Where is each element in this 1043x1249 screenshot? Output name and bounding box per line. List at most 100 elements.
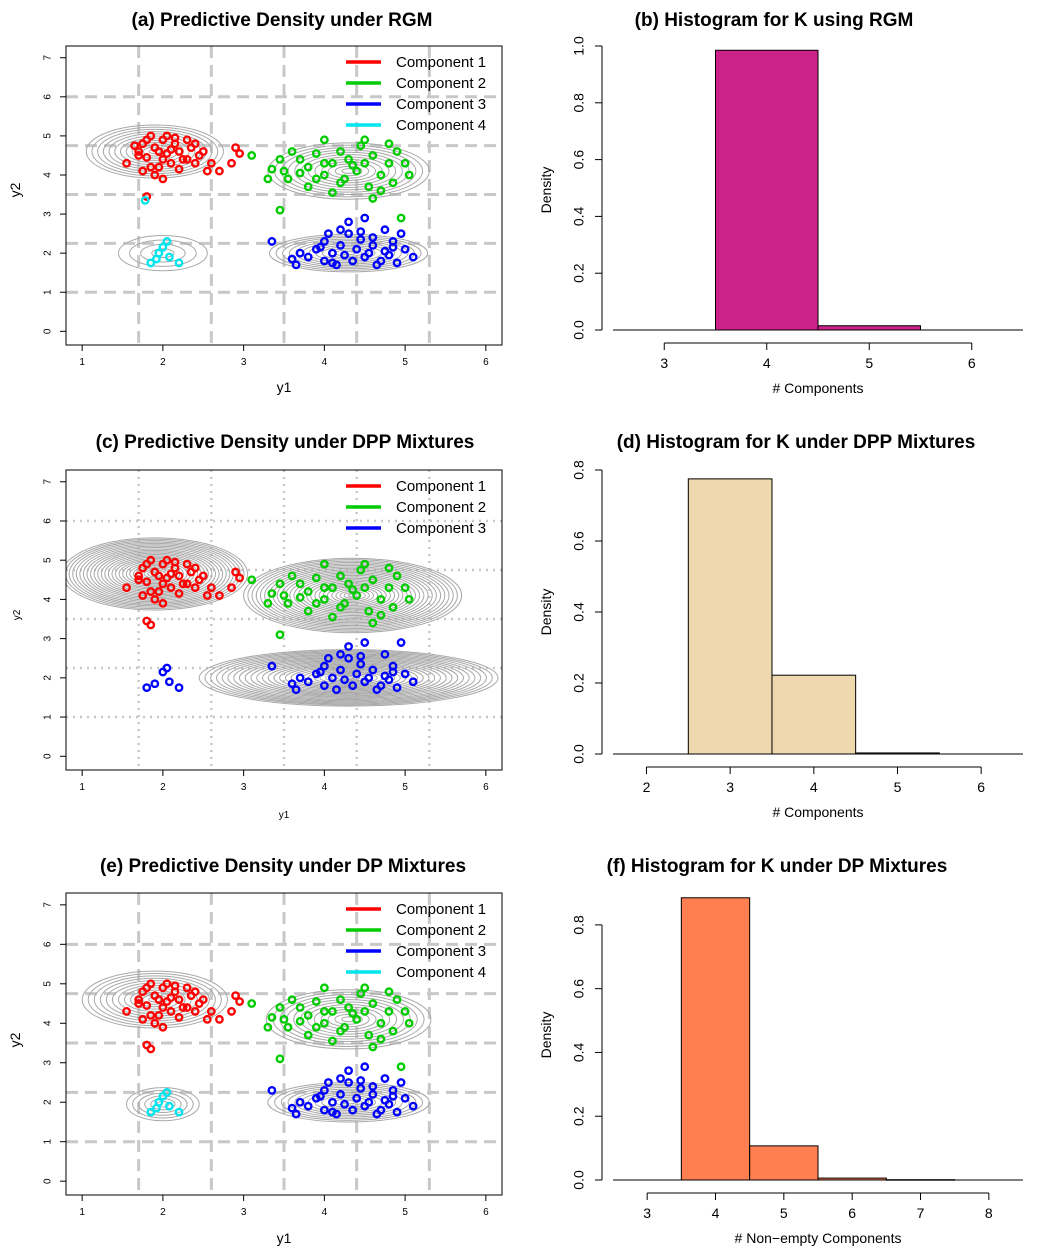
- data-point-component-3: [340, 1099, 349, 1109]
- data-point-component-4: [146, 258, 156, 268]
- panel-f: (f) Histogram for K under DP Mixtures 0.0…: [538, 856, 1023, 1246]
- data-point-component-3: [388, 242, 398, 252]
- density-contour: [313, 1006, 384, 1033]
- data-point-component-3: [344, 1078, 353, 1087]
- data-point-component-2: [364, 606, 374, 616]
- data-point-component-1: [154, 571, 164, 581]
- density-contour: [339, 590, 366, 601]
- legend-label: Component 1: [396, 478, 486, 495]
- data-point-component-2: [303, 587, 313, 596]
- data-point-component-1: [134, 571, 144, 581]
- data-point-component-1: [190, 158, 200, 168]
- data-point-component-2: [400, 583, 410, 593]
- data-point-component-2: [368, 1042, 378, 1052]
- data-point-component-3: [328, 1107, 337, 1117]
- data-point-component-3: [319, 1085, 329, 1095]
- data-point-component-3: [364, 1097, 374, 1107]
- data-point-component-1: [142, 152, 152, 162]
- y-tick-label: 3: [43, 211, 54, 217]
- data-point-component-2: [388, 1026, 398, 1036]
- x-tick-label: 8: [985, 1205, 993, 1221]
- data-point-component-3: [319, 256, 329, 266]
- data-point-component-2: [368, 999, 378, 1008]
- density-contour: [319, 671, 378, 684]
- data-point-component-2: [267, 589, 277, 598]
- data-point-component-1: [174, 995, 184, 1004]
- data-point-component-1: [182, 1003, 192, 1012]
- data-point-component-3: [368, 1089, 378, 1099]
- y-tick-label: 0.8: [571, 460, 587, 480]
- data-point-component-3: [295, 248, 305, 258]
- density-contour: [244, 657, 453, 698]
- data-point-component-2: [368, 151, 378, 160]
- panel-d: (d) Histogram for K under DPP Mixtures 0.…: [538, 432, 1023, 820]
- x-tick-label: 6: [968, 355, 976, 371]
- data-point-component-2: [388, 178, 398, 188]
- data-point-component-1: [134, 575, 144, 585]
- data-point-component-1: [166, 993, 176, 1003]
- data-point-component-1: [138, 1014, 148, 1024]
- x-tick-label: 4: [712, 1205, 720, 1221]
- data-point-component-3: [388, 1091, 398, 1101]
- data-point-component-2: [319, 158, 329, 168]
- y-tick-label: 0.0: [571, 744, 587, 764]
- y-tick-label: 0.4: [571, 206, 587, 226]
- density-contour: [279, 664, 419, 692]
- data-point-component-3: [348, 1105, 358, 1115]
- data-point-component-3: [319, 681, 329, 691]
- y-tick-label: 1: [43, 1138, 54, 1144]
- x-tick-label: 4: [763, 355, 771, 371]
- data-point-component-3: [368, 1082, 378, 1091]
- histogram-bar: [749, 1145, 819, 1181]
- data-point-component-3: [356, 1084, 366, 1093]
- data-point-component-1: [154, 1010, 164, 1020]
- density-contour: [117, 235, 208, 272]
- data-point-component-2: [392, 147, 402, 156]
- y-tick-label: 7: [43, 479, 54, 485]
- data-point-component-2: [360, 583, 370, 593]
- data-point-component-2: [319, 983, 329, 993]
- data-point-component-1: [198, 571, 208, 581]
- data-point-component-2: [360, 983, 370, 993]
- data-point-component-3: [384, 250, 394, 260]
- data-point-component-2: [360, 1007, 370, 1016]
- data-point-component-2: [384, 987, 394, 997]
- data-point-component-3: [400, 244, 410, 254]
- density-contour: [331, 587, 375, 604]
- data-point-component-3: [324, 1078, 333, 1087]
- data-point-component-1: [158, 1022, 168, 1032]
- data-point-component-1: [146, 131, 156, 141]
- data-point-component-1: [227, 1007, 236, 1016]
- data-point-component-1: [138, 591, 148, 600]
- y-axis-label: y2: [7, 182, 23, 197]
- histogram-bar: [715, 49, 819, 331]
- data-point-component-2: [319, 583, 329, 593]
- y-tick-label: 0.6: [571, 531, 587, 551]
- data-point-component-2: [319, 559, 329, 569]
- data-point-component-1: [162, 131, 172, 141]
- x-tick-label: 3: [726, 779, 734, 795]
- data-point-component-3: [384, 675, 394, 685]
- data-point-component-2: [376, 610, 386, 620]
- data-point-component-2: [368, 618, 378, 628]
- density-contour: [90, 548, 220, 600]
- data-point-component-1: [146, 587, 156, 596]
- x-tick-label: 1: [79, 782, 85, 793]
- data-point-component-1: [146, 1010, 156, 1020]
- data-point-component-1: [134, 147, 144, 156]
- plot-frame: [65, 45, 503, 346]
- density-contour: [105, 980, 204, 1020]
- density-contour: [276, 569, 429, 622]
- data-point-component-2: [388, 602, 398, 612]
- data-point-component-2: [368, 575, 378, 585]
- legend-label: Component 2: [396, 75, 486, 92]
- plot-area-c: [66, 470, 502, 770]
- data-point-component-2: [396, 1062, 406, 1072]
- y-tick-label: 1: [43, 289, 54, 295]
- x-tick-label: 4: [322, 357, 328, 368]
- histogram-bar: [817, 325, 921, 331]
- data-point-component-2: [283, 1022, 293, 1032]
- density-contour: [300, 1090, 397, 1115]
- x-tick-label: 4: [322, 1207, 328, 1218]
- data-point-component-3: [348, 256, 358, 266]
